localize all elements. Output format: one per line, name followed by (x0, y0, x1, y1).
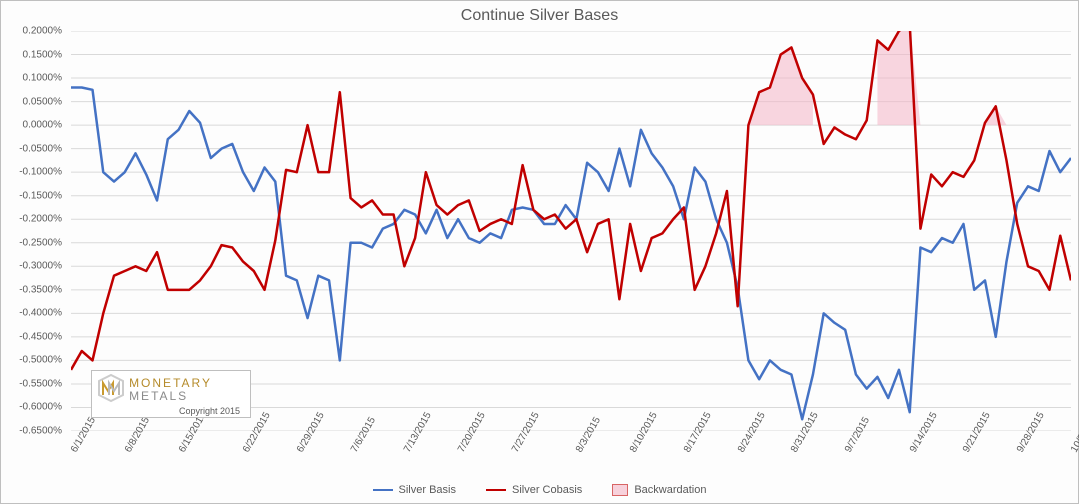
legend-swatch-basis (373, 489, 393, 491)
chart-container: Continue Silver Bases -0.6500%-0.6000%-0… (0, 0, 1079, 504)
legend-item-basis: Silver Basis (373, 484, 456, 496)
legend-item-backwardation: Backwardation (612, 484, 706, 496)
logo-line1: MONETARY (129, 376, 212, 390)
logo-icon (96, 373, 126, 406)
legend-swatch-backwardation (612, 484, 628, 496)
legend-label-backwardation: Backwardation (634, 484, 706, 496)
logo-line2: METALS (129, 389, 188, 403)
logo-box: MONETARY METALS Copyright 2015 (91, 370, 251, 418)
logo-text: MONETARY METALS (129, 377, 212, 403)
legend-item-cobasis: Silver Cobasis (486, 484, 582, 496)
legend-label-basis: Silver Basis (399, 484, 456, 496)
legend: Silver Basis Silver Cobasis Backwardatio… (1, 481, 1078, 499)
legend-label-cobasis: Silver Cobasis (512, 484, 582, 496)
chart-title: Continue Silver Bases (1, 1, 1078, 25)
legend-swatch-cobasis (486, 489, 506, 491)
x-axis-labels: 6/1/20156/8/20156/15/20156/22/20156/29/2… (71, 431, 1071, 471)
logo-copyright: Copyright 2015 (96, 406, 246, 416)
y-axis-labels: -0.6500%-0.6000%-0.5500%-0.5000%-0.4500%… (1, 31, 66, 431)
